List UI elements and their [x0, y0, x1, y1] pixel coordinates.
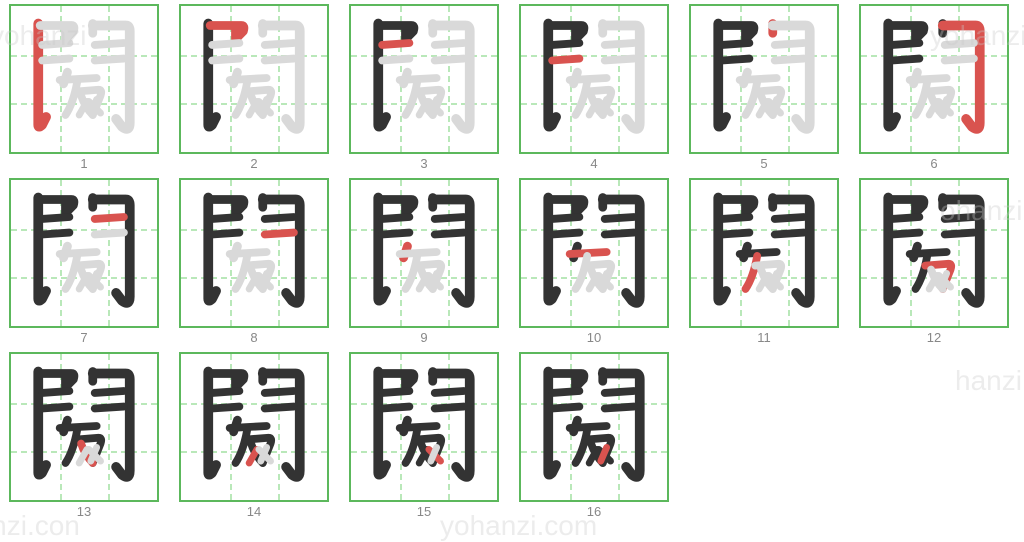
glyph-box	[519, 4, 669, 154]
stroke-step-cell: 4	[514, 4, 674, 176]
glyph-svg	[521, 6, 667, 152]
step-number: 7	[80, 330, 87, 345]
stroke-step-cell: 14	[174, 352, 334, 524]
step-number: 1	[80, 156, 87, 171]
glyph-svg	[521, 180, 667, 326]
stroke-step-cell: 3	[344, 4, 504, 176]
stroke-step-cell: 10	[514, 178, 674, 350]
step-number: 4	[590, 156, 597, 171]
glyph-box	[179, 352, 329, 502]
glyph-svg	[691, 6, 837, 152]
step-number: 3	[420, 156, 427, 171]
glyph-svg	[521, 354, 667, 500]
step-number: 12	[927, 330, 941, 345]
step-number: 9	[420, 330, 427, 345]
step-number: 2	[250, 156, 257, 171]
glyph-svg	[181, 180, 327, 326]
step-number: 15	[417, 504, 431, 519]
stroke-step-cell: 11	[684, 178, 844, 350]
stroke-step-cell: 9	[344, 178, 504, 350]
step-number: 10	[587, 330, 601, 345]
stroke-step-cell: 6	[854, 4, 1014, 176]
glyph-svg	[181, 6, 327, 152]
glyph-svg	[181, 354, 327, 500]
glyph-box	[859, 178, 1009, 328]
glyph-box	[349, 178, 499, 328]
glyph-box	[519, 352, 669, 502]
glyph-box	[9, 4, 159, 154]
stroke-order-grid: 12345678910111213141516	[0, 0, 1024, 528]
glyph-box	[349, 4, 499, 154]
step-number: 13	[77, 504, 91, 519]
glyph-box	[859, 4, 1009, 154]
glyph-svg	[861, 180, 1007, 326]
stroke-step-cell: 12	[854, 178, 1014, 350]
glyph-svg	[351, 354, 497, 500]
step-number: 5	[760, 156, 767, 171]
glyph-box	[9, 178, 159, 328]
glyph-box	[519, 178, 669, 328]
step-number: 6	[930, 156, 937, 171]
stroke-step-cell: 13	[4, 352, 164, 524]
stroke-step-cell: 2	[174, 4, 334, 176]
glyph-box	[179, 178, 329, 328]
step-number: 14	[247, 504, 261, 519]
step-number: 16	[587, 504, 601, 519]
glyph-box	[689, 178, 839, 328]
stroke-step-cell: 5	[684, 4, 844, 176]
step-number: 11	[757, 330, 771, 345]
glyph-svg	[351, 180, 497, 326]
glyph-svg	[691, 180, 837, 326]
stroke-step-cell: 8	[174, 178, 334, 350]
glyph-box	[9, 352, 159, 502]
glyph-box	[349, 352, 499, 502]
glyph-svg	[861, 6, 1007, 152]
glyph-svg	[11, 180, 157, 326]
stroke-step-cell: 15	[344, 352, 504, 524]
step-number: 8	[250, 330, 257, 345]
stroke-step-cell: 16	[514, 352, 674, 524]
glyph-svg	[11, 6, 157, 152]
stroke-step-cell: 7	[4, 178, 164, 350]
glyph-box	[689, 4, 839, 154]
stroke-step-cell: 1	[4, 4, 164, 176]
glyph-svg	[351, 6, 497, 152]
glyph-box	[179, 4, 329, 154]
glyph-svg	[11, 354, 157, 500]
